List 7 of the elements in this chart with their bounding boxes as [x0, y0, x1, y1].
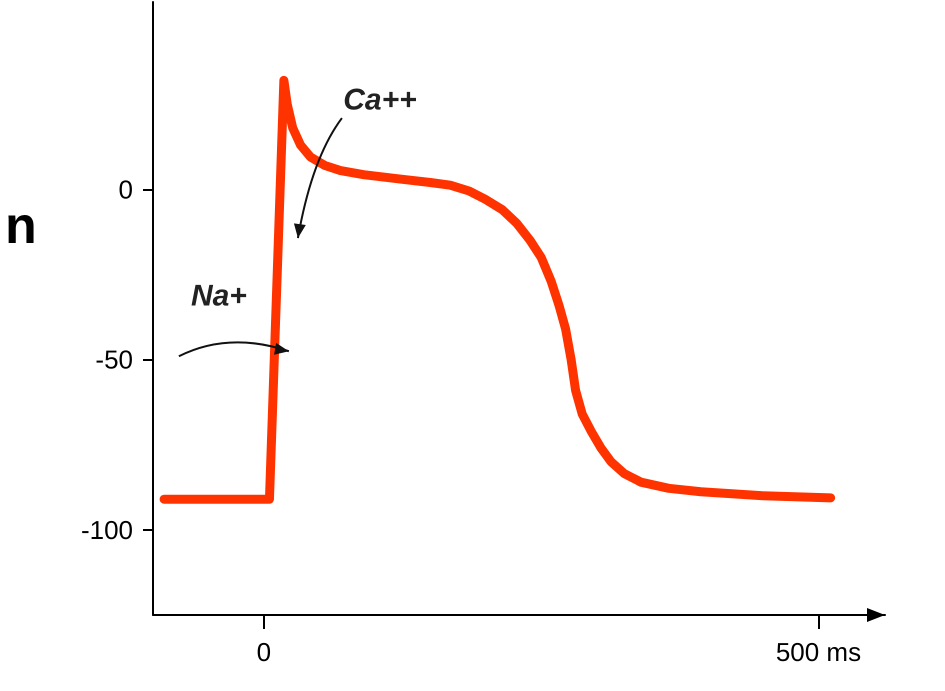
annotation: Na+ [190, 280, 247, 313]
y-axis-title: n [5, 197, 37, 255]
y-tick-label: -100 [80, 514, 133, 545]
y-tick-label: 0 [118, 174, 133, 204]
annotation: Ca++ [343, 84, 417, 117]
x-tick-label: 500 ms [776, 637, 862, 667]
y-tick-label: -50 [95, 344, 133, 375]
